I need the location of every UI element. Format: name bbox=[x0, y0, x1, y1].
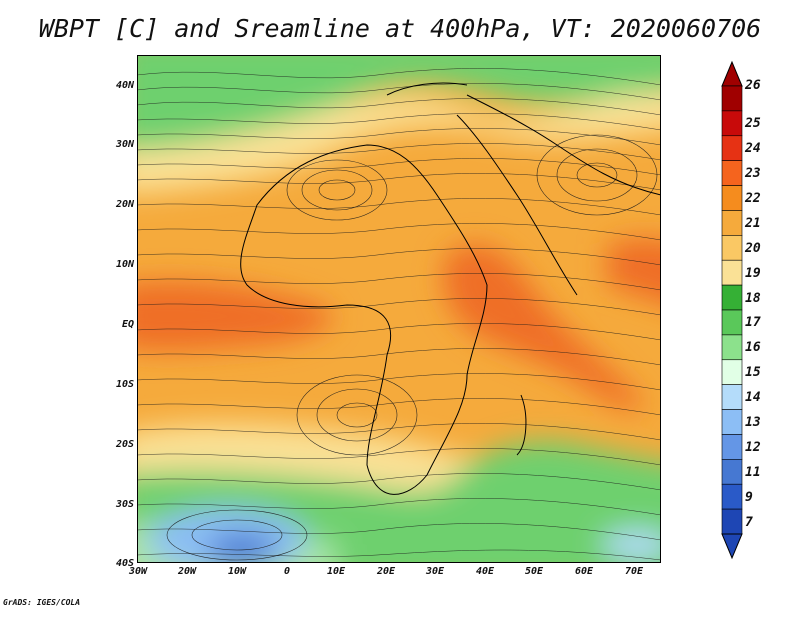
legend-value-label: 11 bbox=[745, 464, 761, 480]
legend-value-label: 12 bbox=[745, 439, 761, 455]
legend-value-label: 9 bbox=[745, 489, 753, 505]
lon-label-10e: 10E bbox=[326, 566, 346, 577]
legend-cell bbox=[721, 434, 743, 460]
legend-cell bbox=[721, 235, 743, 261]
lon-label-30e: 30E bbox=[425, 566, 445, 577]
wbpt-lightgreen-north bbox=[137, 92, 661, 194]
wbpt-orange-far-east bbox=[607, 238, 661, 303]
legend-value-label: 14 bbox=[745, 390, 761, 406]
streamline-vortices bbox=[166, 134, 658, 561]
lon-label-10w: 10W bbox=[227, 566, 247, 577]
legend-bottom-arrow bbox=[721, 533, 743, 560]
legend-cell bbox=[721, 384, 743, 410]
legend-cell bbox=[721, 135, 743, 161]
map-frame bbox=[137, 55, 661, 563]
lat-label-eq: EQ bbox=[121, 319, 134, 330]
legend-value-label: 16 bbox=[745, 340, 761, 356]
lon-label-70e: 70E bbox=[624, 566, 644, 577]
legend-top-arrow bbox=[721, 60, 743, 87]
footer-credit: GrADS: IGES/COLA bbox=[3, 598, 81, 607]
lon-label-30w: 30W bbox=[128, 566, 148, 577]
lat-label-20n: 20N bbox=[115, 199, 134, 210]
legend-cell bbox=[721, 85, 743, 112]
lon-label-20e: 20E bbox=[376, 566, 396, 577]
legend-value-label: 18 bbox=[745, 290, 761, 306]
lat-label-40s: 40S bbox=[115, 558, 134, 569]
lon-label-20w: 20W bbox=[177, 566, 197, 577]
legend-value-label: 7 bbox=[745, 514, 753, 530]
legend-cell bbox=[721, 185, 743, 211]
lat-label-20s: 20S bbox=[115, 439, 134, 450]
color-legend-bar bbox=[721, 60, 743, 560]
streamlines bbox=[137, 68, 661, 561]
legend-value-label: 17 bbox=[745, 315, 761, 331]
legend-cell bbox=[721, 483, 743, 510]
legend-cell bbox=[721, 508, 743, 535]
legend-cell bbox=[721, 160, 743, 186]
legend-cell bbox=[721, 459, 743, 485]
legend-value-label: 21 bbox=[745, 215, 761, 231]
legend-value-label: 20 bbox=[745, 240, 761, 256]
lon-label-60e: 60E bbox=[574, 566, 594, 577]
map-panel bbox=[137, 55, 661, 563]
legend-value-label: 13 bbox=[745, 415, 761, 430]
lon-label-40e: 40E bbox=[475, 566, 495, 577]
legend-cell bbox=[721, 110, 743, 137]
wbpt-orange-east bbox=[443, 244, 644, 410]
wbpt-orange-eq-west bbox=[137, 281, 333, 351]
legend-value-label: 23 bbox=[745, 166, 761, 182]
chart-title: WBPT [C] and Sreamline at 400hPa, VT: 20… bbox=[38, 14, 762, 43]
lon-label-50e: 50E bbox=[524, 566, 544, 577]
legend-cell bbox=[721, 259, 743, 286]
legend-cell bbox=[721, 210, 743, 236]
legend-value-label: 24 bbox=[745, 141, 761, 157]
lat-label-30s: 30S bbox=[115, 499, 134, 510]
map-plot bbox=[137, 55, 661, 563]
lat-label-40n: 40N bbox=[115, 80, 134, 91]
legend-cell bbox=[721, 309, 743, 336]
lat-label-10n: 10N bbox=[115, 259, 134, 270]
legend-cell bbox=[721, 409, 743, 435]
lon-label-0: 0 bbox=[283, 566, 291, 577]
legend-value-label: 25 bbox=[745, 116, 761, 132]
wbpt-deep-blue-low bbox=[207, 534, 277, 563]
legend-value-label: 22 bbox=[745, 191, 761, 206]
lat-label-30n: 30N bbox=[115, 139, 134, 150]
legend-cell bbox=[721, 334, 743, 361]
lat-label-10s: 10S bbox=[115, 379, 134, 390]
legend-value-label: 19 bbox=[745, 265, 761, 281]
coastlines bbox=[240, 82, 661, 495]
legend-cell bbox=[721, 284, 743, 311]
legend-cell bbox=[721, 359, 743, 385]
legend-value-label: 15 bbox=[745, 365, 761, 381]
legend-value-label: 26 bbox=[745, 78, 761, 93]
